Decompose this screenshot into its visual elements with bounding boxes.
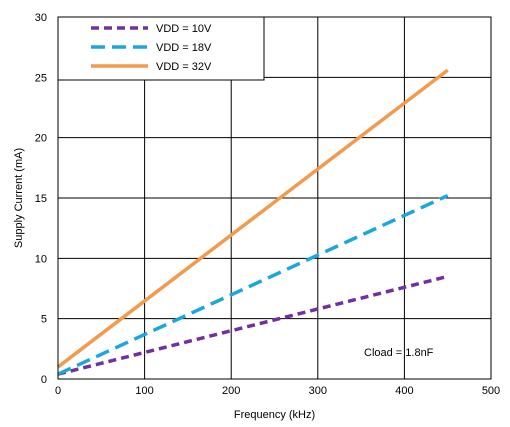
- y-tick-label: 30: [35, 12, 47, 24]
- x-tick-label: 0: [55, 385, 61, 397]
- series-line-vdd-32v: [56, 68, 449, 369]
- series-line-vdd-10v: [57, 274, 449, 376]
- y-tick-label: 5: [41, 314, 47, 326]
- series-line-vdd-18v: [57, 193, 449, 376]
- annotation-cload: Cload = 1.8nF: [364, 347, 434, 359]
- y-axis-title: Supply Current (mA): [13, 148, 25, 248]
- y-tick-label: 10: [35, 253, 47, 265]
- plot-frame: [57, 16, 492, 380]
- y-tick-label: 25: [35, 72, 47, 84]
- series-lines: [56, 68, 449, 376]
- x-tick-label: 400: [395, 385, 413, 397]
- y-tick-label: 0: [41, 374, 47, 386]
- x-tick-label: 100: [135, 385, 153, 397]
- x-tick-label: 300: [309, 385, 327, 397]
- legend-label: VDD = 32V: [156, 61, 212, 73]
- legend: VDD = 10V VDD = 18V VDD = 32V: [57, 16, 265, 81]
- x-tick-label: 200: [222, 385, 240, 397]
- y-tick-label: 20: [35, 133, 47, 145]
- legend-label: VDD = 10V: [156, 23, 212, 35]
- x-tick-label: 500: [482, 385, 500, 397]
- tick-labels: 0 100 200 300 400 500 0 5 10 15 20 25 30: [35, 12, 500, 397]
- y-tick-label: 15: [35, 193, 47, 205]
- legend-label: VDD = 18V: [156, 42, 212, 54]
- x-axis-title: Frequency (kHz): [234, 409, 315, 421]
